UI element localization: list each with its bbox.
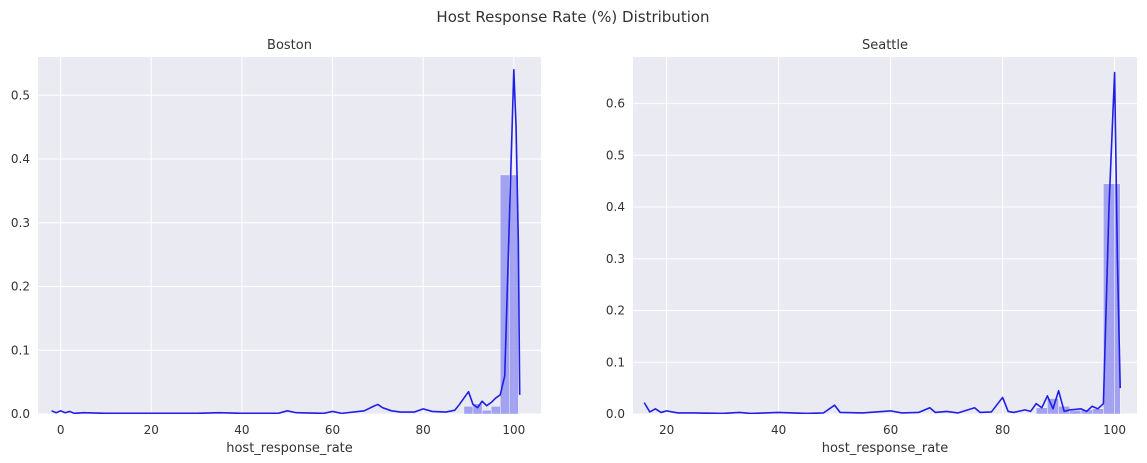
boston-xtick-label-2: 40: [234, 423, 249, 437]
seattle-kde-line: [643, 71, 1121, 414]
seattle-xtick-label-4: 100: [1103, 423, 1126, 437]
boston-title: Boston: [267, 38, 312, 53]
boston-ytick-label-5: 0.5: [11, 88, 30, 102]
seattle-ytick-label-5: 0.5: [606, 148, 625, 162]
seattle-plot-area: [633, 57, 1137, 414]
boston-kde-line: [51, 68, 521, 414]
boston-bar-0: [463, 406, 474, 414]
boston-xtick-label-1: 20: [144, 423, 159, 437]
seattle-ytick-label-2: 0.2: [606, 304, 625, 318]
boston-xtick-label-0: 0: [57, 423, 65, 437]
seattle-xtick-label-1: 40: [771, 423, 786, 437]
boston-xtick-label-5: 100: [502, 423, 525, 437]
figure-title: Host Response Rate (%) Distribution: [436, 8, 709, 26]
boston-xtick-label-4: 80: [416, 423, 431, 437]
seattle-ytick-label-4: 0.4: [606, 200, 625, 214]
seattle-xtick-label-2: 60: [883, 423, 898, 437]
seattle-title: Seattle: [862, 38, 908, 53]
boston-bar-3: [490, 406, 501, 414]
boston-bar-1: [472, 403, 483, 414]
boston-xtick-label-3: 60: [325, 423, 340, 437]
seattle-xtick-label-3: 80: [995, 423, 1010, 437]
seattle-ytick-label-1: 0.1: [606, 355, 625, 369]
boston-ytick-label-1: 0.1: [11, 343, 30, 357]
seattle-xlabel: host_response_rate: [822, 441, 949, 456]
seattle-bar-7: [1114, 183, 1121, 414]
boston-ytick-label-3: 0.3: [11, 216, 30, 230]
boston-ytick-label-0: 0.0: [11, 407, 30, 421]
seattle-panel: Seattle 20 40 60 80 100 0.0 0.1 0.2 0.3 0.4 0.5 0.6 h…: [606, 38, 1137, 456]
boston-panel: Boston 0 20 40 60 80 100 0.0 0.1 0.2 0.3 0.4 0.5 host…: [11, 38, 541, 456]
seattle-ytick-label-3: 0.3: [606, 252, 625, 266]
seattle-ytick-label-6: 0.6: [606, 97, 625, 111]
seattle-bar-0: [1035, 407, 1048, 414]
boston-xlabel: host_response_rate: [226, 441, 353, 456]
seattle-ytick-label-0: 0.0: [606, 407, 625, 421]
boston-bar-2: [481, 409, 492, 414]
boston-plot-area: [38, 57, 541, 414]
seattle-bar-3: [1069, 410, 1082, 414]
seattle-xtick-label-0: 20: [659, 423, 674, 437]
boston-ytick-label-4: 0.4: [11, 152, 30, 166]
boston-ytick-label-2: 0.2: [11, 280, 30, 294]
